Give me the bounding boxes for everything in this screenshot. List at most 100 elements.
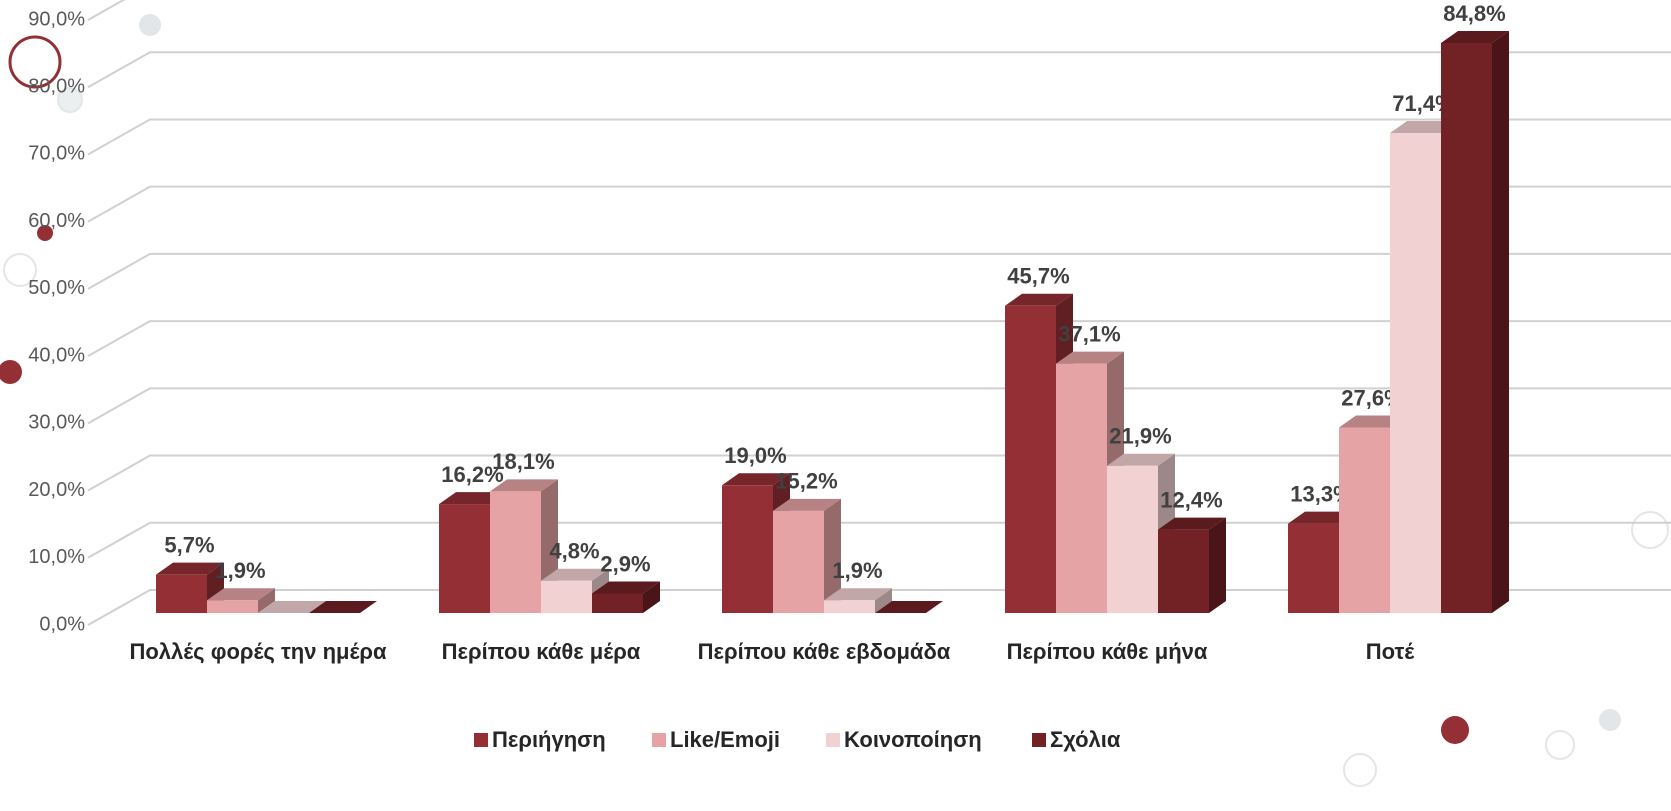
x-tick-label-box: Περίπου κάθε μέρα bbox=[441, 639, 641, 664]
y-tick-label: 0,0% bbox=[39, 613, 85, 635]
legend-label: Like/Emoji bbox=[670, 727, 780, 752]
bar-top bbox=[309, 601, 377, 613]
legend-swatch bbox=[652, 733, 666, 747]
y-tick-label: 90,0% bbox=[28, 8, 85, 30]
bar bbox=[1158, 529, 1209, 613]
bar-side bbox=[1209, 517, 1226, 613]
bar-top bbox=[773, 498, 841, 511]
data-label: 4,8% bbox=[549, 539, 599, 564]
bar-side bbox=[875, 588, 892, 613]
y-tick-label: 80,0% bbox=[28, 76, 85, 98]
bar-top bbox=[824, 588, 892, 601]
data-label: 16,2% bbox=[441, 462, 503, 487]
bar bbox=[1056, 363, 1107, 613]
bar bbox=[207, 600, 258, 613]
decor bbox=[1545, 730, 1575, 760]
decor-dot bbox=[0, 360, 22, 384]
bar bbox=[773, 510, 824, 613]
data-label: 2,9% bbox=[600, 551, 650, 576]
data-label: 19,0% bbox=[724, 443, 786, 468]
bar-top bbox=[156, 562, 224, 575]
data-label: 21,9% bbox=[1109, 424, 1171, 449]
bar bbox=[1390, 133, 1441, 614]
bar-top bbox=[541, 568, 609, 581]
decor-dot bbox=[37, 225, 53, 241]
x-tick-label: Περίπου κάθε μέρα bbox=[441, 639, 641, 664]
data-label: 12,4% bbox=[1160, 487, 1222, 512]
bar-top bbox=[1005, 293, 1073, 306]
legend-swatch bbox=[474, 733, 488, 747]
data-label: 1,9% bbox=[215, 558, 265, 583]
bar bbox=[1005, 305, 1056, 613]
grid-line bbox=[87, 185, 1671, 223]
y-tick-label: 20,0% bbox=[28, 479, 85, 501]
bar-top bbox=[592, 581, 660, 594]
bar-top bbox=[1441, 30, 1509, 43]
grid-line bbox=[87, 387, 1671, 425]
decor bbox=[1343, 753, 1377, 787]
bar bbox=[824, 600, 875, 613]
y-tick-label: 10,0% bbox=[28, 546, 85, 568]
decor bbox=[1599, 709, 1621, 731]
bar bbox=[1441, 42, 1492, 613]
x-tick-label: Περίπου κάθε μήνα bbox=[1006, 639, 1208, 664]
legend-swatch bbox=[1032, 733, 1046, 747]
bar bbox=[1107, 465, 1158, 613]
data-label: 37,1% bbox=[1058, 321, 1120, 346]
bar-top bbox=[1158, 517, 1226, 530]
data-label: 84,8% bbox=[1443, 1, 1505, 26]
bar bbox=[541, 580, 592, 613]
bar-side bbox=[258, 588, 275, 613]
decor bbox=[57, 87, 83, 113]
data-label: 1,9% bbox=[832, 558, 882, 583]
data-label: 45,7% bbox=[1007, 264, 1069, 289]
bar-top bbox=[1107, 453, 1175, 466]
bar bbox=[592, 593, 643, 613]
y-tick-label: 40,0% bbox=[28, 344, 85, 366]
decor bbox=[1631, 511, 1669, 549]
bar-top bbox=[207, 588, 275, 601]
bar-side bbox=[824, 498, 841, 613]
bar bbox=[439, 504, 490, 613]
legend-label: Κοινοποίηση bbox=[844, 727, 982, 752]
x-tick-label-box: Περίπου κάθε μήνα bbox=[1006, 639, 1208, 664]
decor-dot bbox=[1441, 716, 1469, 744]
y-tick-label: 70,0% bbox=[28, 143, 85, 165]
bar-top bbox=[722, 473, 790, 486]
x-tick-label: Περίπου κάθε εβδομάδα bbox=[697, 639, 951, 664]
legend-label: Περιήγηση bbox=[492, 727, 606, 752]
y-tick-label: 50,0% bbox=[28, 277, 85, 299]
x-tick-label: Πολλές φορές την ημέρα bbox=[129, 639, 387, 664]
decor-ring bbox=[8, 35, 62, 89]
x-tick-label-box: Περίπου κάθε εβδομάδα bbox=[697, 639, 951, 664]
bar bbox=[722, 485, 773, 613]
y-tick-label: 30,0% bbox=[28, 412, 85, 434]
grid-line bbox=[87, 51, 1671, 89]
grid-line bbox=[87, 320, 1671, 357]
grid-line bbox=[87, 0, 126, 21]
bar bbox=[490, 491, 541, 613]
bar bbox=[1288, 523, 1339, 613]
data-label: 18,1% bbox=[492, 449, 554, 474]
data-label: 5,7% bbox=[164, 532, 214, 557]
bar bbox=[156, 574, 207, 613]
bar-top bbox=[258, 601, 326, 613]
legend-swatch bbox=[826, 733, 840, 747]
bar-top bbox=[875, 601, 943, 613]
bar-side bbox=[1492, 30, 1509, 613]
bar bbox=[1339, 427, 1390, 613]
bar-side bbox=[643, 581, 660, 613]
x-tick-label-box: Πολλές φορές την ημέρα bbox=[129, 639, 387, 664]
decor bbox=[3, 253, 37, 287]
background-decor bbox=[3, 14, 1669, 787]
bar-top bbox=[490, 479, 558, 492]
legend-label: Σχόλια bbox=[1050, 727, 1121, 752]
grid-line bbox=[87, 118, 1671, 156]
decor bbox=[139, 14, 161, 36]
grid-line bbox=[87, 252, 1671, 290]
y-tick-label: 60,0% bbox=[28, 210, 85, 232]
data-label: 15,2% bbox=[775, 469, 837, 494]
bar-top bbox=[1056, 351, 1124, 364]
x-tick-label: Ποτέ bbox=[1365, 639, 1415, 664]
